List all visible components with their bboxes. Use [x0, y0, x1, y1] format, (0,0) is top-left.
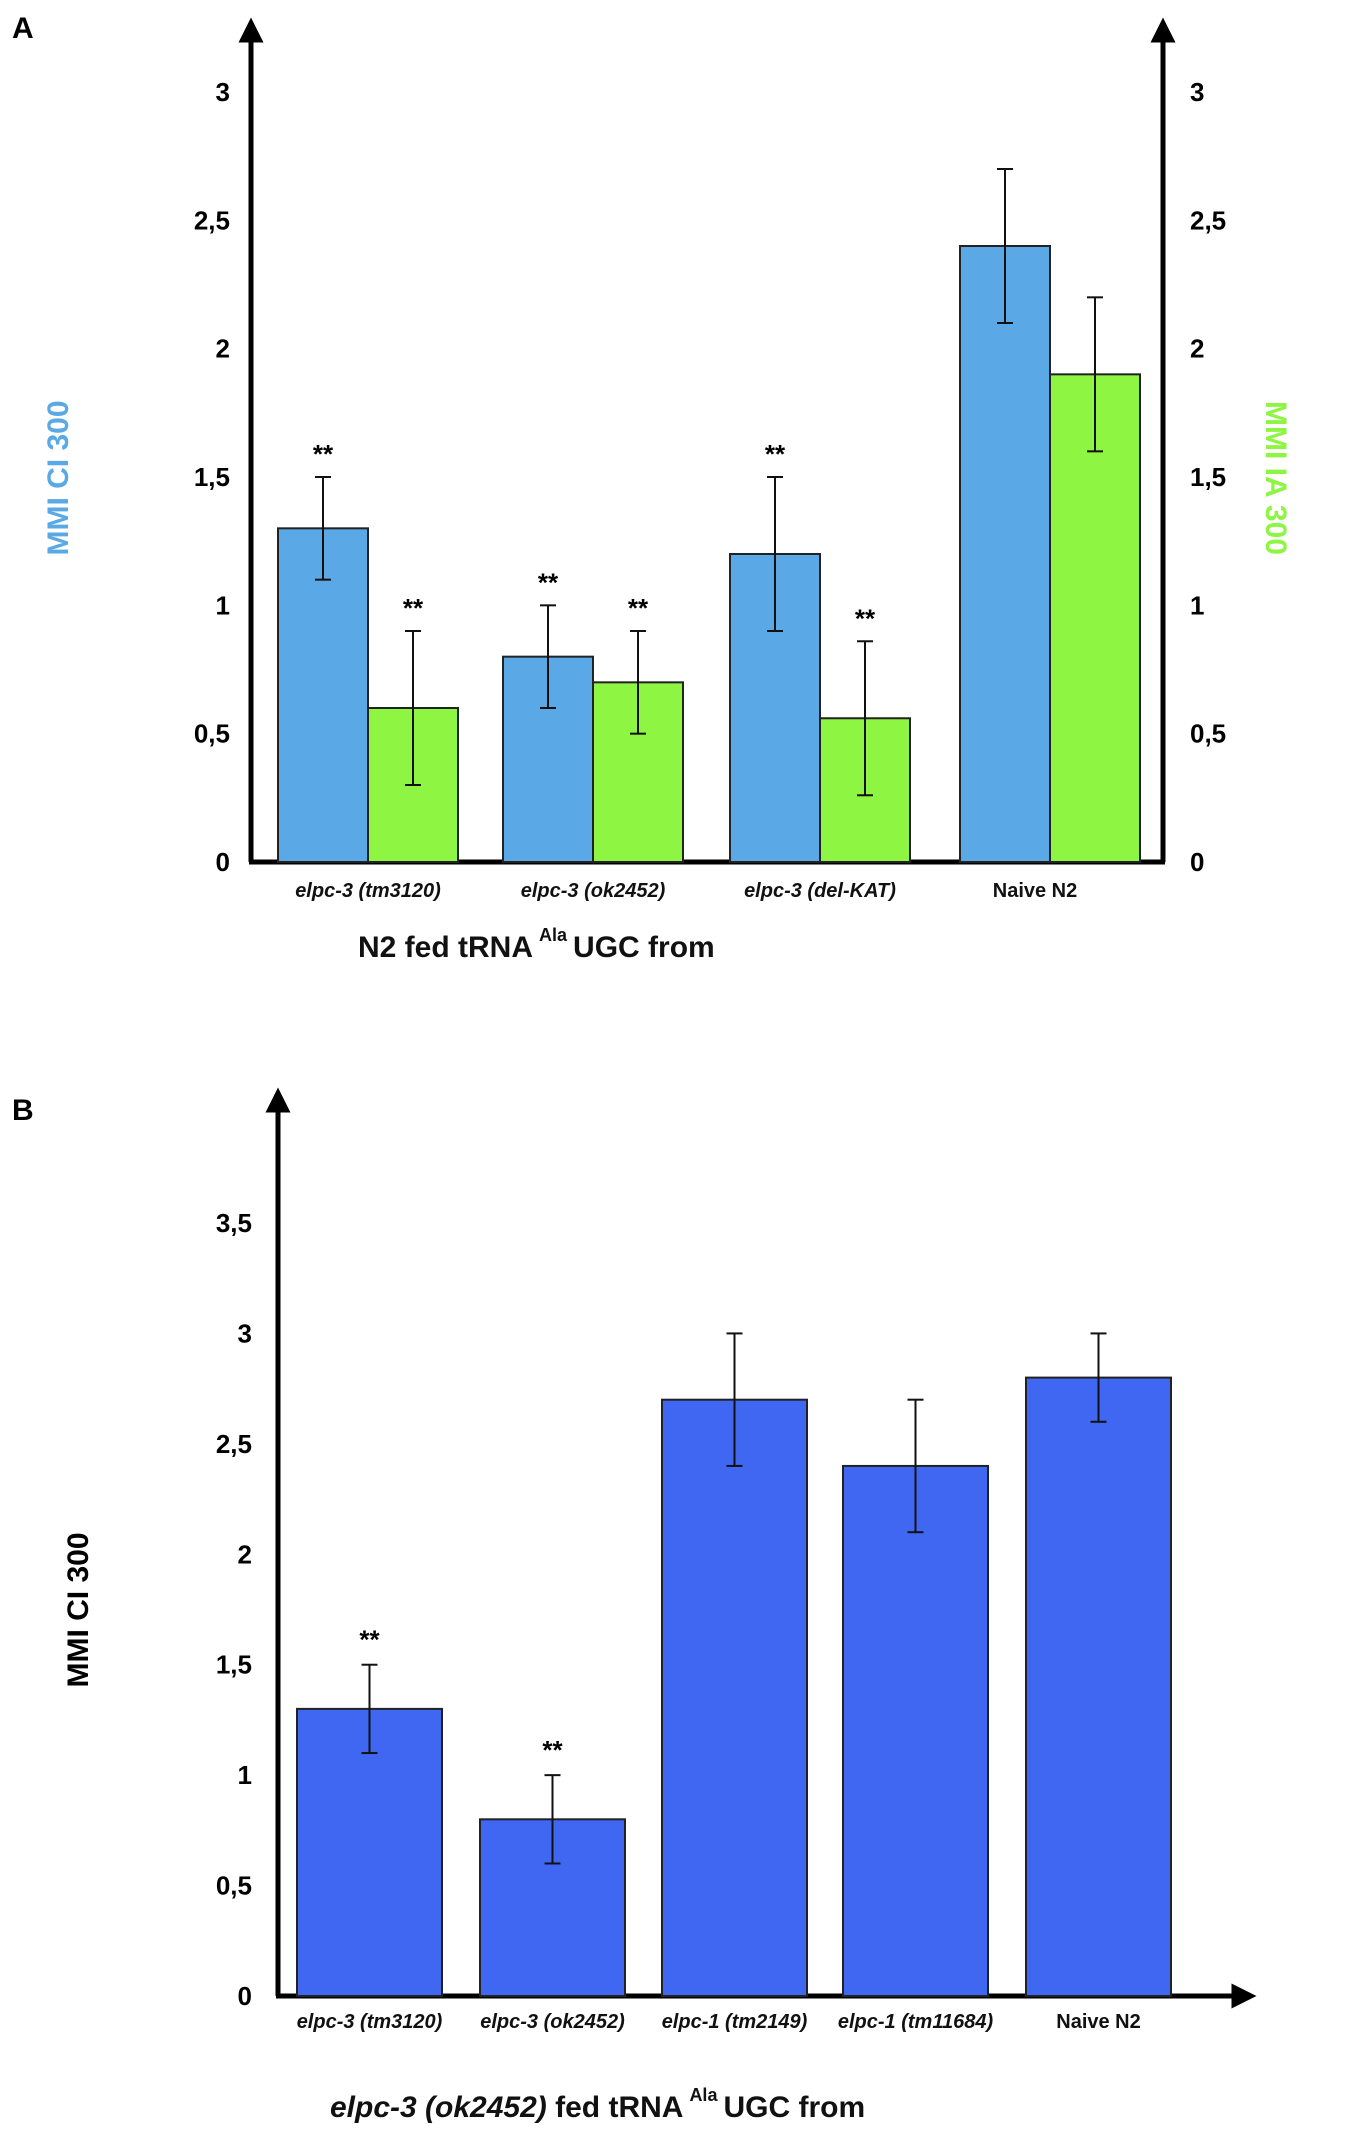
- panel-a-left-tick-label: 1,5: [194, 462, 230, 492]
- panel-b-tick-label: 3,5: [216, 1208, 252, 1238]
- bar: [1049, 373, 1141, 863]
- panel-a-right-tick-label: 1,5: [1190, 462, 1226, 492]
- category-label: Naive N2: [993, 880, 1078, 902]
- significance-marker: **: [542, 1735, 563, 1765]
- category-label: elpc-3 (tm3120): [297, 2011, 443, 2033]
- panel-a-label: A: [12, 12, 34, 45]
- panel-b-tick-label: 2,5: [216, 1429, 252, 1459]
- panel-a-right-ticks: 0 0,5 1 1,5 2 2,5 3: [1190, 77, 1226, 877]
- panel-a-right-tick-label: 3: [1190, 77, 1204, 107]
- bar: [296, 1707, 443, 1998]
- panel-b-bars: ** **: [296, 1332, 1172, 1998]
- panel-a-left-tick-label: 3: [216, 77, 230, 107]
- bar: [959, 245, 1051, 863]
- category-label: elpc-3 (tm3120): [295, 880, 441, 902]
- panel-a-xlabel: N2 fed tRNA Ala UGC from: [358, 925, 715, 964]
- panel-b-xlabel: elpc-3 (ok2452) fed tRNA Ala UGC from: [330, 2085, 865, 2124]
- panel-a-right-tick-label: 2: [1190, 334, 1204, 364]
- category-label: elpc-3 (ok2452): [521, 880, 666, 902]
- panel-b-tick-label: 0,5: [216, 1871, 252, 1901]
- significance-marker: **: [313, 439, 334, 469]
- category-label: elpc-3 (ok2452): [480, 2011, 625, 2033]
- panel-a-right-tick-label: 1: [1190, 590, 1204, 620]
- significance-marker: **: [628, 593, 649, 623]
- bar: [842, 1464, 989, 1997]
- panel-b-tick-label: 1,5: [216, 1650, 252, 1680]
- panel-b-tick-label: 0: [238, 1981, 252, 2011]
- panel-a-left-tick-label: 2,5: [194, 205, 230, 235]
- bar: [661, 1398, 808, 1997]
- panel-a-right-tick-label: 0,5: [1190, 719, 1226, 749]
- panel-a-left-tick-label: 2: [216, 334, 230, 364]
- panel-a-bars: ** ** ** ** ** **: [277, 168, 1141, 864]
- panel-b-ylabel: MMI CI 300: [62, 1532, 95, 1687]
- panel-b-tick-label: 2: [238, 1539, 252, 1569]
- panel-a-left-tick-label: 1: [216, 590, 230, 620]
- panel-a-left-tick-label: 0: [216, 847, 230, 877]
- bar: [277, 527, 369, 863]
- category-label: elpc-3 (del-KAT): [744, 880, 896, 902]
- panel-b: B 00,511,522,533,5 **** elpc-3 (tm3120) e…: [12, 1087, 1257, 2124]
- panel-a-right-tick-label: 2,5: [1190, 205, 1226, 235]
- panel-b-label: B: [12, 1094, 34, 1127]
- panel-b-categories: elpc-3 (tm3120) elpc-3 (ok2452) elpc-1 (tm…: [297, 2011, 1141, 2033]
- significance-marker: **: [403, 593, 424, 623]
- panel-a: A 00,511,522,53 00,511,522,53 ******** **…: [12, 12, 1292, 964]
- panel-a-categories: elpc-3 (tm3120) elpc-3 (ok2452) elpc-3 (de…: [295, 880, 1077, 902]
- category-label: elpc-1 (tm11684): [838, 2011, 994, 2033]
- panel-a-right-ylabel: MMI IA 300: [1259, 401, 1292, 555]
- significance-marker: **: [538, 567, 559, 597]
- significance-marker: **: [359, 1625, 380, 1655]
- panel-a-right-tick-label: 0: [1190, 847, 1204, 877]
- panel-a-left-ylabel: MMI CI 300: [42, 400, 75, 555]
- panel-b-ticks: 0 0,5 1 1,5 2 2,5 3 3,5: [216, 1208, 252, 2011]
- panel-b-tick-label: 3: [238, 1318, 252, 1348]
- bar: [1025, 1376, 1172, 1997]
- panel-a-left-ticks: 0 0,5 1 1,5 2 2,5 3: [194, 77, 230, 877]
- significance-marker: **: [765, 439, 786, 469]
- significance-marker: **: [855, 603, 876, 633]
- category-label: elpc-1 (tm2149): [662, 2011, 808, 2033]
- category-label: Naive N2: [1056, 2011, 1141, 2033]
- panel-b-tick-label: 1: [238, 1760, 252, 1790]
- panel-a-left-tick-label: 0,5: [194, 719, 230, 749]
